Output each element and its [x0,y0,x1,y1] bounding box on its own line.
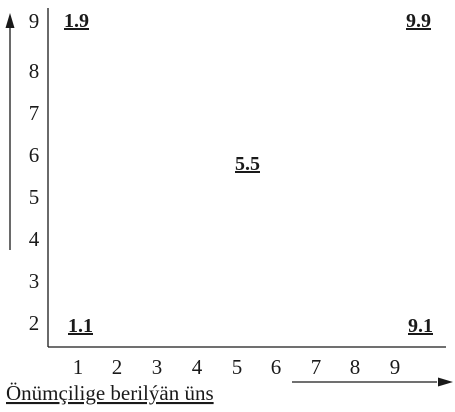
x-arrow-head [438,377,453,387]
y-arrow-head [5,13,15,28]
y-tick: 8 [29,59,40,83]
point-label-5-5: 5.5 [235,153,260,175]
x-tick: 1 [73,355,84,379]
point-label-1-1: 1.1 [68,315,93,337]
point-label-9-9: 9.9 [406,10,431,32]
y-tick: 9 [29,9,40,33]
y-tick: 2 [29,311,40,335]
x-tick: 2 [112,355,123,379]
x-tick: 8 [350,355,361,379]
y-tick: 5 [29,185,40,209]
x-tick: 7 [311,355,322,379]
y-axis-ticks: 2 3 4 5 6 7 8 9 [29,9,40,335]
x-axis-title: Önümçilige berilýän üns [6,381,214,405]
y-tick: 7 [29,101,40,125]
x-tick: 6 [271,355,282,379]
x-tick: 9 [390,355,401,379]
point-label-1-9: 1.9 [64,10,89,32]
x-tick: 5 [232,355,243,379]
y-tick: 6 [29,143,40,167]
x-tick: 3 [152,355,163,379]
y-tick: 4 [29,227,40,251]
y-tick: 3 [29,269,40,293]
point-label-9-1: 9.1 [408,315,433,337]
x-axis-ticks: 1 2 3 4 5 6 7 8 9 [73,355,401,379]
x-tick: 4 [192,355,203,379]
